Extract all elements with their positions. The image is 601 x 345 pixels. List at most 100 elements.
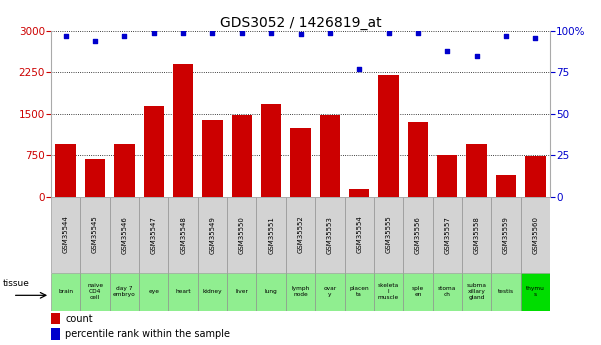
Bar (198, 273, 227, 310)
Text: GSM35547: GSM35547 (151, 216, 157, 254)
Title: GDS3052 / 1426819_at: GDS3052 / 1426819_at (220, 16, 381, 30)
Text: GSM35549: GSM35549 (210, 216, 216, 254)
Point (149, 30, 159, 36)
Bar (110, 197, 139, 273)
Bar (403, 197, 433, 273)
Bar (257, 273, 286, 310)
Text: eye: eye (148, 289, 159, 294)
Point (355, 66, 364, 72)
Bar (231, 115, 252, 197)
Bar (139, 273, 168, 310)
Bar (315, 273, 344, 310)
Bar (407, 122, 428, 197)
Bar (173, 64, 194, 197)
Bar (81, 197, 110, 273)
Text: GSM35559: GSM35559 (503, 216, 509, 254)
Text: GSM35552: GSM35552 (297, 216, 304, 254)
Bar (525, 156, 546, 197)
Text: GSM35544: GSM35544 (63, 216, 69, 254)
Point (442, 48, 452, 54)
Bar (378, 75, 399, 197)
Text: GSM35557: GSM35557 (444, 216, 450, 254)
Bar (261, 104, 281, 197)
Point (178, 30, 188, 36)
Text: brain: brain (58, 289, 73, 294)
Bar (403, 273, 433, 310)
Bar (51, 197, 81, 273)
Bar (51, 313, 60, 324)
Bar (462, 197, 491, 273)
Bar (462, 273, 491, 310)
Bar (374, 273, 403, 310)
Point (90, 38, 100, 44)
Bar (144, 106, 164, 197)
Point (296, 32, 305, 37)
Text: liver: liver (236, 289, 248, 294)
Text: GSM35553: GSM35553 (327, 216, 333, 254)
Text: GSM35545: GSM35545 (92, 216, 98, 254)
Bar (344, 273, 374, 310)
Bar (286, 273, 315, 310)
Bar (168, 273, 198, 310)
Bar (349, 189, 370, 197)
Bar (466, 144, 487, 197)
Text: GSM35555: GSM35555 (385, 216, 391, 254)
Bar (491, 197, 520, 273)
Bar (344, 197, 374, 273)
Point (472, 53, 481, 59)
Point (325, 30, 335, 36)
Bar (491, 273, 520, 310)
Text: GSM35554: GSM35554 (356, 216, 362, 254)
Text: percentile rank within the sample: percentile rank within the sample (65, 329, 230, 339)
Bar (202, 120, 223, 197)
Bar (85, 159, 105, 197)
Point (383, 30, 393, 36)
Text: count: count (65, 314, 93, 324)
Text: GSM35558: GSM35558 (474, 216, 480, 254)
Text: thymu
s: thymu s (526, 286, 545, 297)
Bar (520, 273, 550, 310)
Bar (374, 197, 403, 273)
Text: lymph
node: lymph node (291, 286, 310, 297)
Point (531, 35, 540, 40)
Text: tissue: tissue (2, 279, 29, 288)
Text: sple
en: sple en (412, 286, 424, 297)
Point (413, 30, 423, 36)
Text: ovar
y: ovar y (323, 286, 337, 297)
Bar (227, 273, 257, 310)
Bar (168, 197, 198, 273)
Text: subma
xillary
gland: subma xillary gland (466, 283, 487, 300)
Bar (55, 144, 76, 197)
Text: GSM35551: GSM35551 (268, 216, 274, 254)
Bar (81, 273, 110, 310)
Text: naive
CD4
cell: naive CD4 cell (87, 283, 103, 300)
Bar (290, 128, 311, 197)
Text: lung: lung (265, 289, 278, 294)
Bar (114, 144, 135, 197)
Text: stoma
ch: stoma ch (438, 286, 456, 297)
Text: placen
ta: placen ta (349, 286, 369, 297)
Text: GSM35556: GSM35556 (415, 216, 421, 254)
Bar (315, 197, 344, 273)
Text: testis: testis (498, 289, 514, 294)
Bar (51, 273, 81, 310)
Text: skeleta
l
muscle: skeleta l muscle (378, 283, 399, 300)
Bar (51, 328, 60, 340)
Bar (320, 115, 340, 197)
Bar (198, 197, 227, 273)
Bar (257, 197, 286, 273)
Text: GSM35560: GSM35560 (532, 216, 538, 254)
Text: kidney: kidney (203, 289, 222, 294)
Bar (110, 273, 139, 310)
Point (120, 33, 129, 39)
Point (501, 33, 511, 39)
Bar (286, 197, 315, 273)
Point (237, 30, 246, 36)
Bar (437, 155, 457, 197)
Bar (496, 175, 516, 197)
Bar (520, 197, 550, 273)
Text: heart: heart (175, 289, 191, 294)
Bar (139, 197, 168, 273)
Bar (227, 197, 257, 273)
Text: GSM35546: GSM35546 (121, 216, 127, 254)
